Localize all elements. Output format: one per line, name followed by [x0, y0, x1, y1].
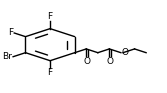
- Text: O: O: [107, 57, 114, 66]
- Text: O: O: [121, 48, 128, 57]
- Text: F: F: [48, 68, 53, 77]
- Text: Br: Br: [3, 52, 12, 61]
- Text: O: O: [84, 57, 91, 66]
- Text: F: F: [8, 28, 13, 37]
- Text: F: F: [48, 12, 53, 21]
